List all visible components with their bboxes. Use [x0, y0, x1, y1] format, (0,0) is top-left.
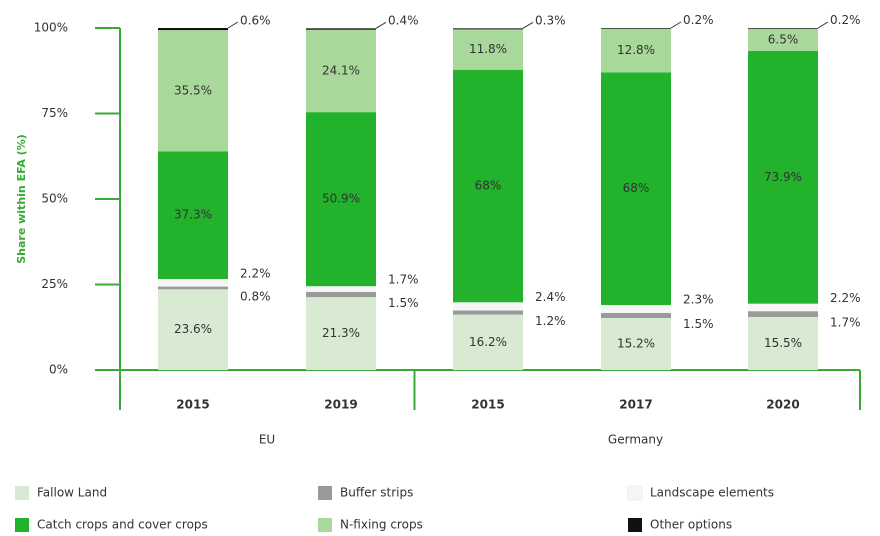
bar-segment [601, 305, 671, 313]
y-tick-label: 50% [41, 192, 68, 206]
value-label: 2.2% [240, 266, 271, 280]
value-label: 2.2% [830, 291, 861, 305]
leader [522, 21, 534, 29]
value-label: 24.1% [322, 63, 360, 77]
value-label: 0.2% [683, 13, 714, 27]
bar-segment [601, 312, 671, 319]
bar-segment [158, 279, 228, 287]
value-label: 11.8% [469, 42, 507, 56]
bar-segment [601, 28, 671, 73]
y-axis-label: Share within EFA (%) [15, 134, 28, 264]
value-label: 2.3% [683, 292, 714, 306]
bar-segment [748, 28, 818, 29]
legend-label: Catch crops and cover crops [37, 518, 208, 532]
value-label: 0.8% [240, 289, 271, 303]
value-label: 1.5% [683, 317, 714, 331]
bar-segment [453, 29, 523, 70]
value-label: 15.2% [617, 337, 655, 351]
value-label: 68% [475, 179, 502, 193]
legend-label: Fallow Land [37, 486, 107, 500]
value-label: 12.8% [617, 43, 655, 57]
value-label: 1.7% [388, 273, 419, 287]
bar-segment [748, 28, 818, 51]
x-tick-label: 2017 [619, 398, 652, 412]
bar-segment [601, 72, 671, 306]
value-label: 1.7% [830, 316, 861, 330]
x-tick-label: 2015 [176, 398, 209, 412]
value-label: 0.4% [388, 14, 419, 28]
legend-swatch [627, 485, 643, 501]
x-tick-label: 2020 [766, 398, 799, 412]
bar-segment [601, 318, 671, 370]
legend-swatch [15, 518, 29, 532]
leader [817, 21, 829, 29]
legend-label: Landscape elements [650, 486, 774, 500]
value-label: 73.9% [764, 170, 802, 184]
value-label: 2.4% [535, 290, 566, 304]
bar-segment [158, 286, 228, 290]
bar-segment [158, 30, 228, 152]
bar-segment [306, 28, 376, 30]
bar-segment [158, 151, 228, 280]
value-label: 6.5% [768, 32, 799, 46]
value-label: 0.6% [240, 14, 271, 28]
legend-label: Buffer strips [340, 486, 413, 500]
value-label: 1.2% [535, 314, 566, 328]
bar-segment [453, 69, 523, 303]
bar-segment [158, 289, 228, 370]
leader [375, 21, 387, 29]
bar-segment [306, 297, 376, 370]
legend-swatch [15, 486, 29, 500]
value-label: 35.5% [174, 83, 212, 97]
bar-segment [306, 286, 376, 293]
bar-segment [158, 28, 228, 31]
bar-segment [453, 302, 523, 311]
y-tick-label: 0% [49, 363, 68, 377]
bar-segment [748, 50, 818, 304]
bar-segment [748, 316, 818, 370]
value-label: 37.3% [174, 208, 212, 222]
value-label: 0.2% [830, 13, 861, 27]
bar-segment [306, 112, 376, 287]
legend-label: Other options [650, 518, 732, 532]
bar-segment [306, 292, 376, 298]
value-label: 21.3% [322, 326, 360, 340]
value-label: 68% [623, 181, 650, 195]
group-label: Germany [608, 433, 663, 447]
value-label: 1.5% [388, 296, 419, 310]
y-tick-label: 25% [41, 277, 68, 291]
value-label: 23.6% [174, 322, 212, 336]
bar-segment [748, 303, 818, 312]
y-tick-label: 75% [41, 106, 68, 120]
leader [670, 21, 682, 29]
bar-segment [306, 29, 376, 113]
leader [227, 21, 239, 29]
legend-swatch [318, 486, 332, 500]
bar-segment [453, 314, 523, 370]
legend-label: N-fixing crops [340, 518, 423, 532]
bar-segment [601, 28, 671, 29]
value-label: 50.9% [322, 192, 360, 206]
value-label: 0.3% [535, 13, 566, 27]
legend-swatch [318, 518, 332, 532]
value-label: 16.2% [469, 335, 507, 349]
value-label: 15.5% [764, 336, 802, 350]
group-label: EU [259, 433, 275, 447]
bar-segment [748, 311, 818, 317]
bar-segment [453, 28, 523, 30]
legend-swatch [628, 518, 642, 532]
x-tick-label: 2019 [324, 398, 357, 412]
y-tick-label: 100% [34, 21, 68, 35]
x-tick-label: 2015 [471, 398, 504, 412]
bar-segment [453, 310, 523, 315]
